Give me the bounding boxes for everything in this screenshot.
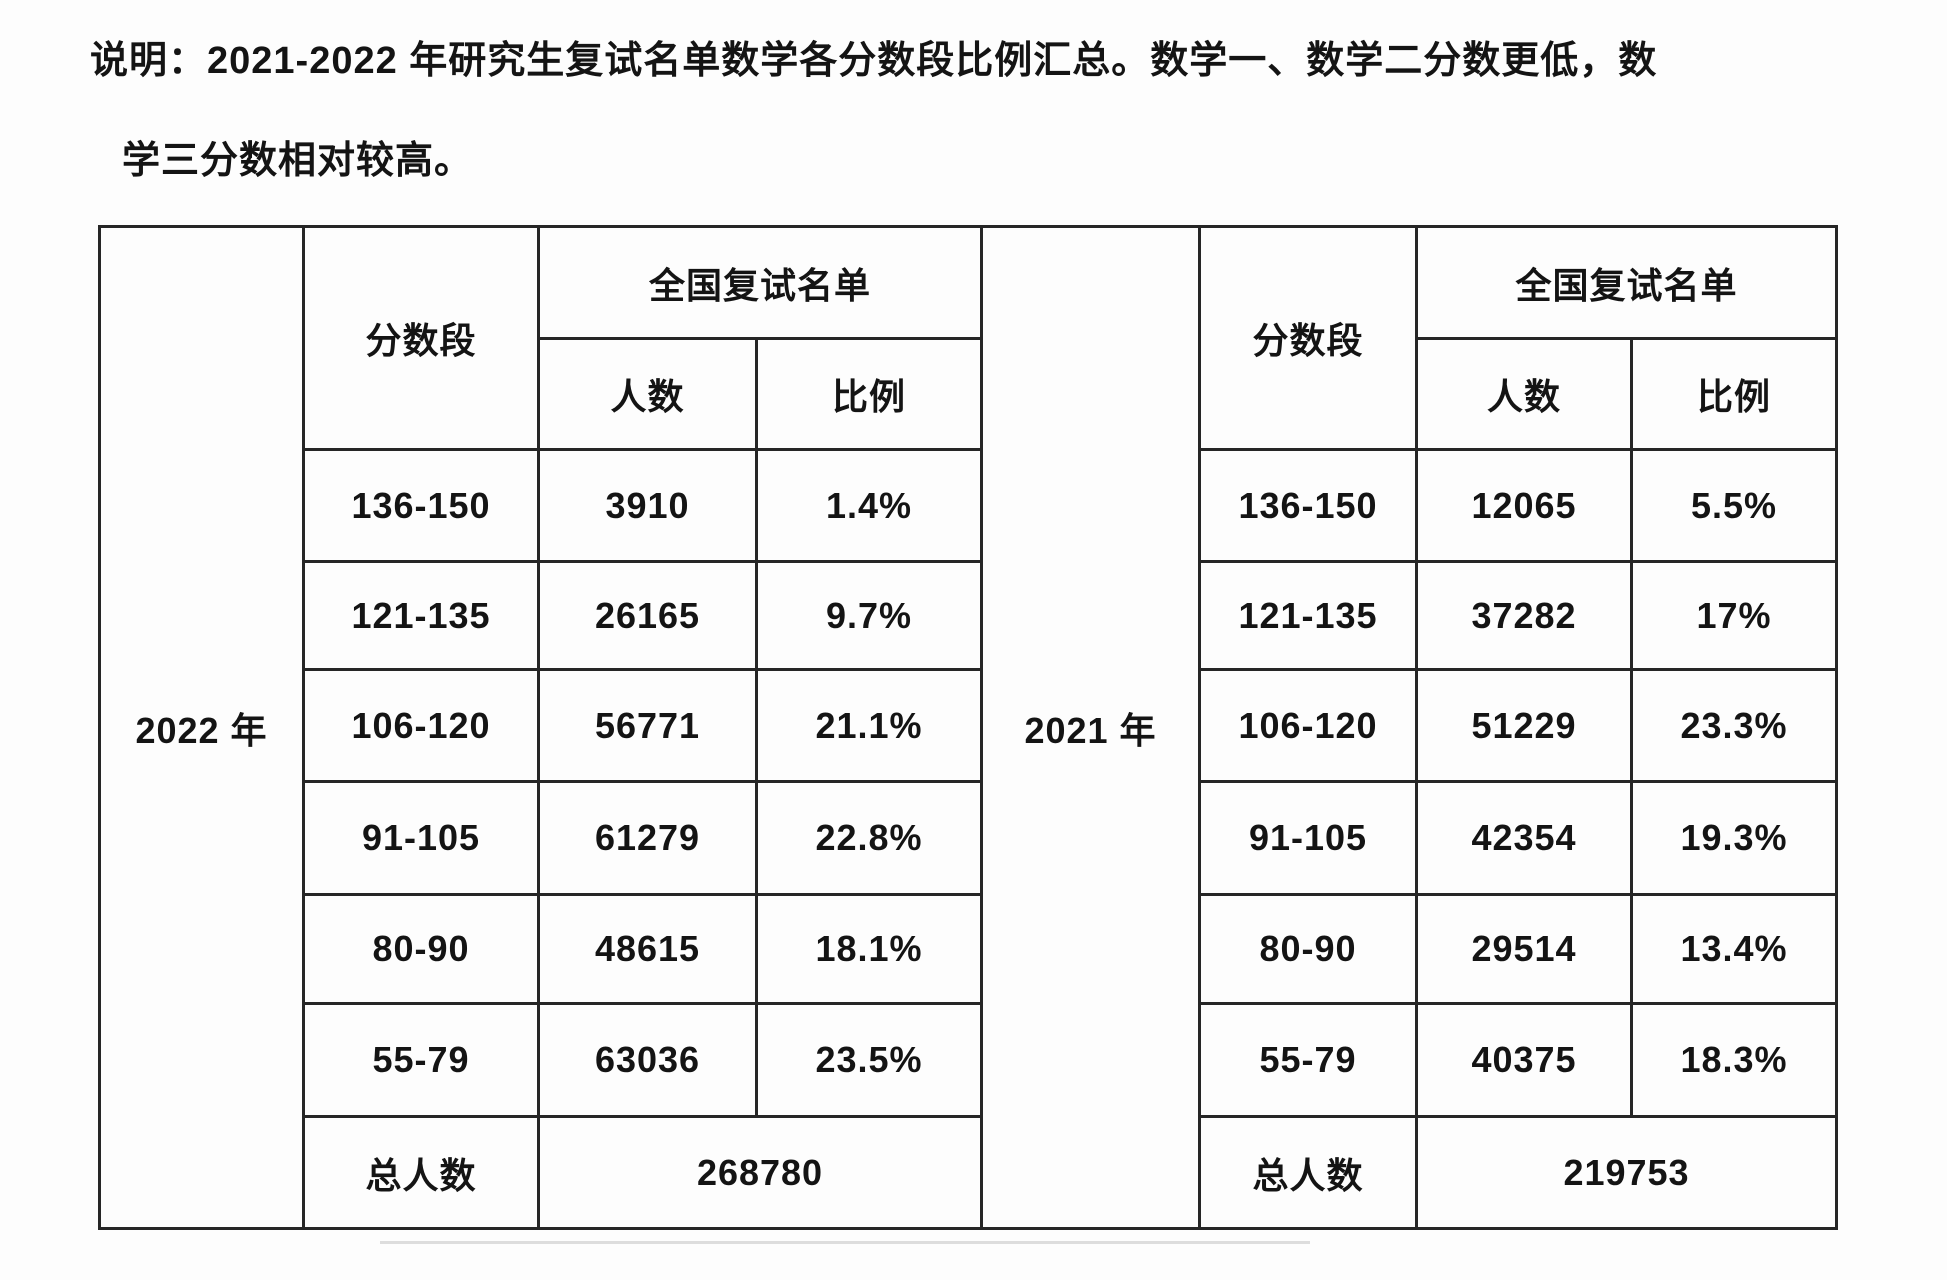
ratio-cell: 1.4% [754,448,984,563]
total-value-cell: 219753 [1415,1115,1839,1230]
table-row: 55-79 63036 23.5% 55-79 40375 18.3% [100,1002,1839,1118]
score-range-header-2022: 分数段 [302,225,540,451]
ratio-cell: 21.1% [754,668,984,783]
score-range-cell: 121-135 [1198,560,1419,671]
ratio-cell: 23.5% [754,1002,984,1118]
count-header-2021: 人数 [1415,337,1634,451]
total-label-cell: 总人数 [1198,1115,1419,1230]
ratio-header-2022: 比例 [754,337,984,451]
total-value-cell: 268780 [536,1115,984,1230]
score-range-cell: 55-79 [1198,1002,1419,1118]
ratio-cell: 13.4% [1630,893,1839,1005]
count-cell: 48615 [537,893,758,1005]
group-header-2021: 全国复试名单 [1415,225,1839,340]
ratio-header-2021: 比例 [1630,337,1839,451]
count-cell: 29514 [1415,893,1634,1005]
score-range-header-2021: 分数段 [1198,225,1419,451]
ratio-cell: 18.1% [754,893,984,1005]
score-range-cell: 121-135 [302,560,540,671]
score-range-cell: 80-90 [1198,893,1419,1005]
total-label-cell: 总人数 [302,1115,540,1230]
cutoff-row-remnant-line [380,1241,1310,1244]
score-range-cell: 106-120 [1198,668,1419,783]
note-line-2: 学三分数相对较高。 [122,140,474,182]
score-range-cell: 80-90 [302,893,540,1005]
count-cell: 40375 [1415,1002,1634,1118]
table-row: 136-150 3910 1.4% 136-150 12065 5.5% [100,448,1839,563]
table-row: 80-90 48615 18.1% 80-90 29514 13.4% [100,893,1839,1005]
count-cell: 37282 [1415,560,1634,671]
ratio-cell: 17% [1630,560,1839,671]
table-row: 121-135 26165 9.7% 121-135 37282 17% [100,560,1839,671]
ratio-cell: 5.5% [1630,448,1839,563]
total-row: 总人数 268780 总人数 219753 [100,1115,1839,1230]
year-cell-2021: 2021 年 [980,225,1202,1230]
ratio-cell: 18.3% [1630,1002,1839,1118]
note-paragraph: 说明：2021-2022 年研究生复试名单数学各分数段比例汇总。数学一、数学二分… [90,36,1658,186]
table-row: 106-120 56771 21.1% 106-120 51229 23.3% [100,668,1839,783]
score-range-cell: 55-79 [302,1002,540,1118]
score-range-cell: 106-120 [302,668,540,783]
score-distribution-table: 2022 年 分数段 全国复试名单 2021 年 分数段 全国复试名单 人数 比… [98,225,1839,1230]
note-line-1: 说明：2021-2022 年研究生复试名单数学各分数段比例汇总。数学一、数学二分… [90,40,1658,82]
group-header-2022: 全国复试名单 [536,225,984,340]
score-range-cell: 91-105 [302,780,540,896]
table-row: 91-105 61279 22.8% 91-105 42354 19.3% [100,780,1839,896]
count-cell: 26165 [537,560,758,671]
count-cell: 12065 [1415,448,1634,563]
count-cell: 42354 [1415,780,1634,896]
count-cell: 51229 [1415,668,1634,783]
score-range-cell: 136-150 [302,448,540,563]
ratio-cell: 22.8% [754,780,984,896]
score-range-cell: 91-105 [1198,780,1419,896]
ratio-cell: 19.3% [1630,780,1839,896]
count-cell: 63036 [537,1002,758,1118]
count-cell: 61279 [537,780,758,896]
count-cell: 3910 [537,448,758,563]
year-cell-2022: 2022 年 [98,225,305,1230]
count-header-2022: 人数 [537,337,758,451]
count-cell: 56771 [537,668,758,783]
ratio-cell: 9.7% [754,560,984,671]
score-range-cell: 136-150 [1198,448,1419,563]
ratio-cell: 23.3% [1630,668,1839,783]
